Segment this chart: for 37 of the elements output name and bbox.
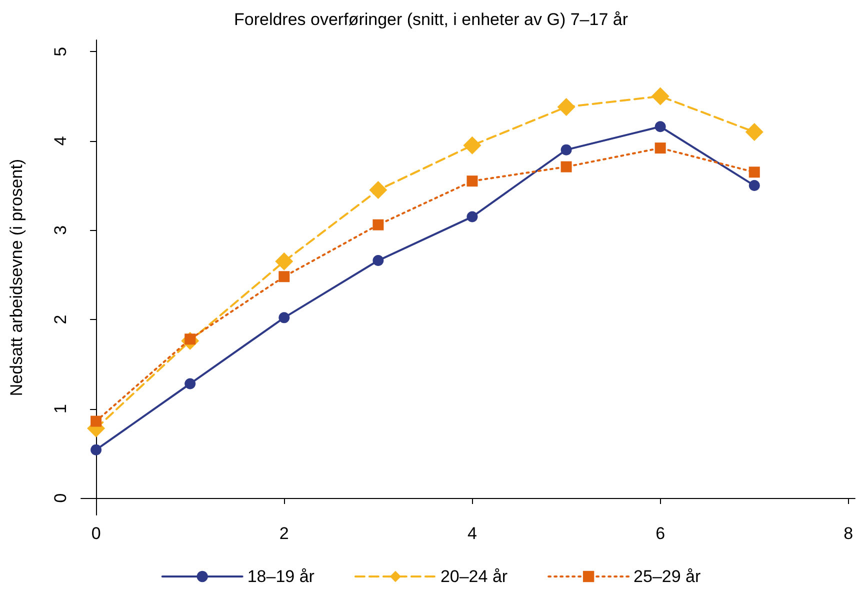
legend-label: 25–29 år (634, 567, 702, 586)
point (278, 271, 290, 282)
y-tick-label: 4 (51, 136, 70, 146)
point (560, 144, 572, 156)
point (278, 312, 290, 324)
y-tick-label: 5 (51, 46, 70, 56)
point (466, 176, 478, 187)
point (654, 121, 666, 132)
point (463, 136, 482, 154)
y-axis-title: Nedsatt arbeidsevne (i prosent) (7, 158, 26, 396)
point (560, 161, 572, 172)
point (90, 444, 102, 456)
x-tick-label: 4 (468, 524, 477, 543)
point (748, 180, 760, 192)
point (557, 98, 576, 116)
y-tick-label: 1 (51, 404, 70, 414)
chart-title: Foreldres overføringer (snitt, i enheter av G) 7–17 år (234, 10, 628, 29)
legend-label: 20–24 år (440, 567, 508, 586)
point (372, 255, 384, 266)
x-tick-label: 2 (279, 524, 289, 543)
legend-label: 18–19 år (247, 567, 315, 586)
x-tick-label: 0 (91, 524, 101, 543)
y-tick-label: 0 (51, 493, 70, 503)
point (372, 219, 384, 230)
point (466, 211, 478, 222)
point (184, 378, 196, 390)
x-tick-label: 8 (844, 524, 854, 543)
point (748, 166, 760, 178)
x-tick-label: 6 (656, 524, 666, 543)
y-tick-label: 3 (51, 225, 70, 235)
point (90, 416, 102, 427)
point (275, 252, 294, 270)
point (654, 142, 666, 154)
point (745, 122, 764, 141)
y-tick-label: 2 (51, 314, 70, 324)
point (369, 181, 388, 199)
point (651, 87, 670, 106)
